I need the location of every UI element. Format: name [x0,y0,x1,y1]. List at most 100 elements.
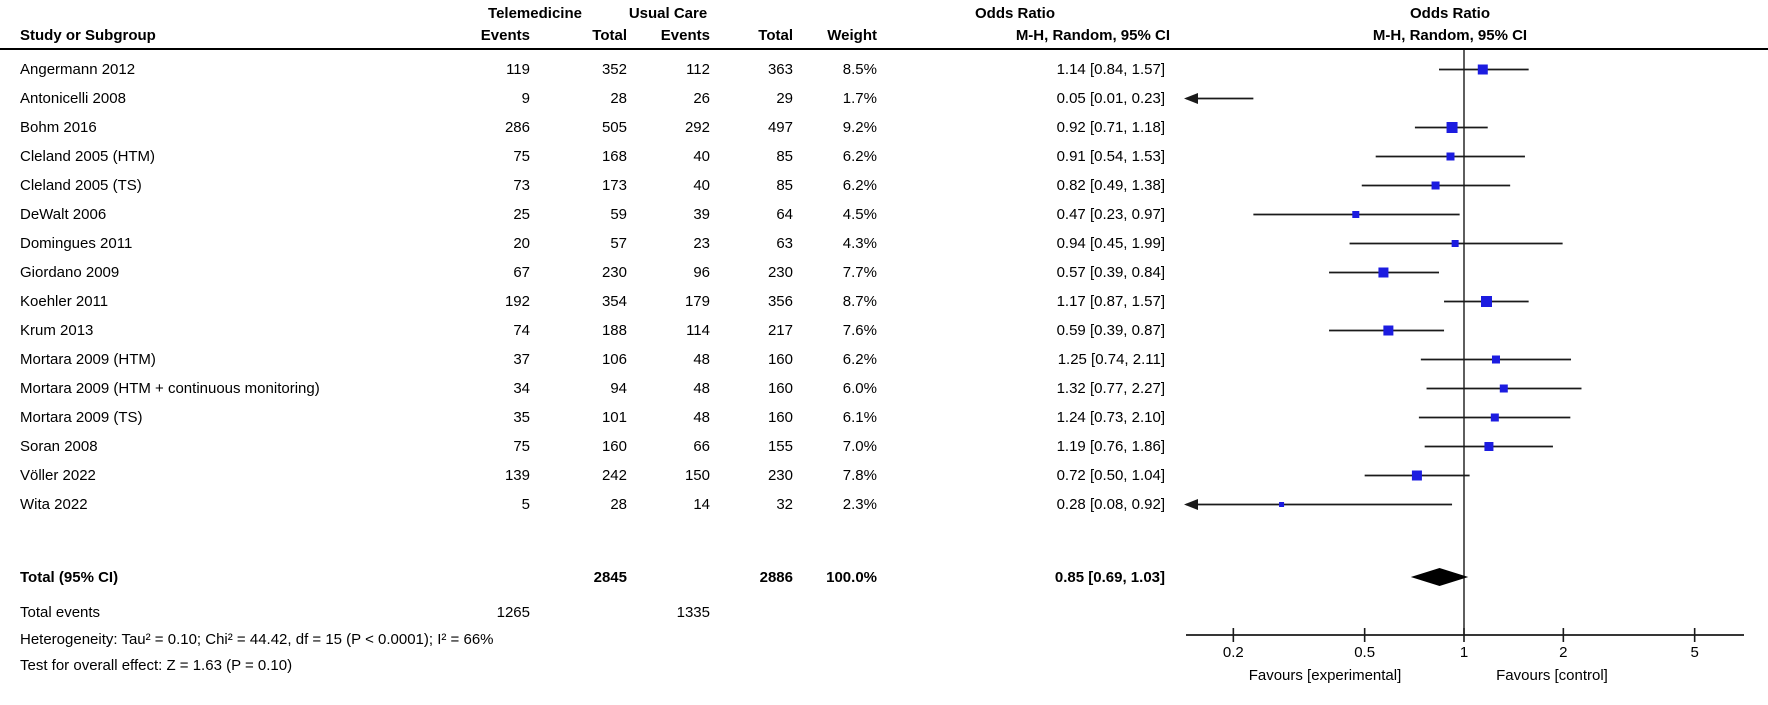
study-name: Angermann 2012 [20,61,136,78]
telemedicine-events-value: 119 [506,61,530,78]
study-column-header: Study or Subgroup [20,27,156,44]
total-or-ci: 0.85 [0.69, 1.03] [1054,569,1165,586]
usual-care-events-value: 14 [693,496,710,513]
usual-care-events-value: 26 [693,90,710,107]
total-telemedicine-n: 2845 [593,569,627,586]
usual-care-events-value: 96 [693,264,710,281]
column-group-telemedicine: Telemedicine [488,5,582,22]
header-divider [0,48,1768,50]
study-or-ci-value: 0.94 [0.45, 1.99] [1056,235,1165,252]
usual-care-events-value: 48 [693,351,710,368]
usual-care-total-value: 356 [767,293,793,310]
study-weight-value: 7.8% [842,467,877,484]
total-weight: 100.0% [826,569,877,586]
study-weight-value: 6.2% [842,351,877,368]
method-column-header: M-H, Random, 95% CI [1015,27,1170,44]
usual-care-total-value: 497 [767,119,793,136]
study-name: DeWalt 2006 [20,206,107,223]
study-name: Krum 2013 [20,322,94,339]
usual-care-events-value: 48 [693,409,710,426]
overall-effect-test: Test for overall effect: Z = 1.63 (P = 0… [20,657,293,674]
telemedicine-total-header: Total [592,27,627,44]
telemedicine-events-value: 25 [513,206,530,223]
telemedicine-events-value: 74 [513,322,530,339]
study-row: Koehler 2011 192 354 179 356 8.7% 1.17 [… [0,287,1768,316]
usual-care-total-value: 85 [776,177,793,194]
telemedicine-events-header: Events [480,27,530,44]
study-row: Domingues 2011 20 57 23 63 4.3% 0.94 [0.… [0,229,1768,258]
tick-label: 1 [1459,644,1469,661]
study-weight-value: 7.7% [842,264,877,281]
total-events-label: Total events [20,604,101,621]
favours-experimental-label: Favours [experimental] [1248,667,1402,684]
usual-care-events-value: 48 [693,380,710,397]
study-weight-value: 4.3% [842,235,877,252]
usual-care-total-value: 64 [776,206,793,223]
column-group-usual-care: Usual Care [628,5,708,22]
study-weight-value: 6.1% [842,409,877,426]
study-row: Cleland 2005 (HTM) 75 168 40 85 6.2% 0.9… [0,142,1768,171]
telemedicine-total-value: 28 [610,90,627,107]
heterogeneity-stats: Heterogeneity: Tau² = 0.10; Chi² = 44.42… [20,631,494,648]
study-name: Mortara 2009 (HTM) [20,351,156,368]
study-or-ci-value: 1.32 [0.77, 2.27] [1056,380,1165,397]
telemedicine-events-value: 75 [513,148,530,165]
weight-column-header: Weight [827,27,877,44]
study-name: Koehler 2011 [20,293,109,310]
usual-care-events-value: 40 [693,148,710,165]
usual-care-total-header: Total [758,27,793,44]
usual-care-events-value: 114 [686,322,710,339]
usual-care-total-value: 230 [767,264,793,281]
telemedicine-total-value: 168 [601,148,627,165]
telemedicine-total-value: 352 [601,61,627,78]
study-weight-value: 7.0% [842,438,877,455]
telemedicine-total-value: 57 [610,235,627,252]
study-row: Krum 2013 74 188 114 217 7.6% 0.59 [0.39… [0,316,1768,345]
telemedicine-total-value: 94 [610,380,627,397]
telemedicine-events-value: 192 [504,293,530,310]
study-name: Wita 2022 [20,496,88,513]
odds-ratio-plot-title: Odds Ratio [1409,5,1490,22]
study-or-ci-value: 0.72 [0.50, 1.04] [1056,467,1165,484]
telemedicine-total-value: 354 [601,293,627,310]
study-weight-value: 2.3% [842,496,877,513]
total-usual-care-n: 2886 [759,569,793,586]
usual-care-events-value: 292 [684,119,710,136]
total-row: Total (95% CI) 2845 2886 100.0% 0.85 [0.… [0,563,1768,592]
usual-care-total-value: 230 [767,467,793,484]
study-weight-value: 6.2% [842,177,877,194]
telemedicine-events-value: 37 [513,351,530,368]
favours-control-label: Favours [control] [1496,667,1608,684]
usual-care-total-value: 160 [767,409,793,426]
study-or-ci-value: 1.14 [0.84, 1.57] [1056,61,1165,78]
study-name: Soran 2008 [20,438,98,455]
usual-care-events-value: 23 [693,235,710,252]
telemedicine-total-value: 230 [601,264,627,281]
usual-care-events-value: 112 [686,61,710,78]
telemedicine-total-value: 106 [601,351,627,368]
study-row: Antonicelli 2008 9 28 26 29 1.7% 0.05 [0… [0,84,1768,113]
study-row: DeWalt 2006 25 59 39 64 4.5% 0.47 [0.23,… [0,200,1768,229]
study-or-ci-value: 0.91 [0.54, 1.53] [1056,148,1165,165]
study-or-ci-value: 0.57 [0.39, 0.84] [1056,264,1165,281]
study-row: Völler 2022 139 242 150 230 7.8% 0.72 [0… [0,461,1768,490]
study-row: Mortara 2009 (HTM + continuous monitorin… [0,374,1768,403]
telemedicine-events-value: 286 [504,119,530,136]
study-name: Cleland 2005 (TS) [20,177,142,194]
study-row: Angermann 2012 119 352 112 363 8.5% 1.14… [0,55,1768,84]
usual-care-events-value: 179 [684,293,710,310]
study-row: Cleland 2005 (TS) 73 173 40 85 6.2% 0.82… [0,171,1768,200]
usual-care-total-value: 85 [776,148,793,165]
study-name: Völler 2022 [20,467,96,484]
telemedicine-total-value: 28 [610,496,627,513]
method-plot-header: M-H, Random, 95% CI [1372,27,1528,44]
total-events-row: Total events 1265 1335 [0,598,1768,627]
telemedicine-total-value: 59 [610,206,627,223]
usual-care-total-value: 363 [767,61,793,78]
study-name: Cleland 2005 (HTM) [20,148,156,165]
usual-care-events-value: 66 [693,438,710,455]
study-row: Bohm 2016 286 505 292 497 9.2% 0.92 [0.7… [0,113,1768,142]
telemedicine-total-value: 188 [601,322,627,339]
tick-label: 0.5 [1354,644,1376,661]
